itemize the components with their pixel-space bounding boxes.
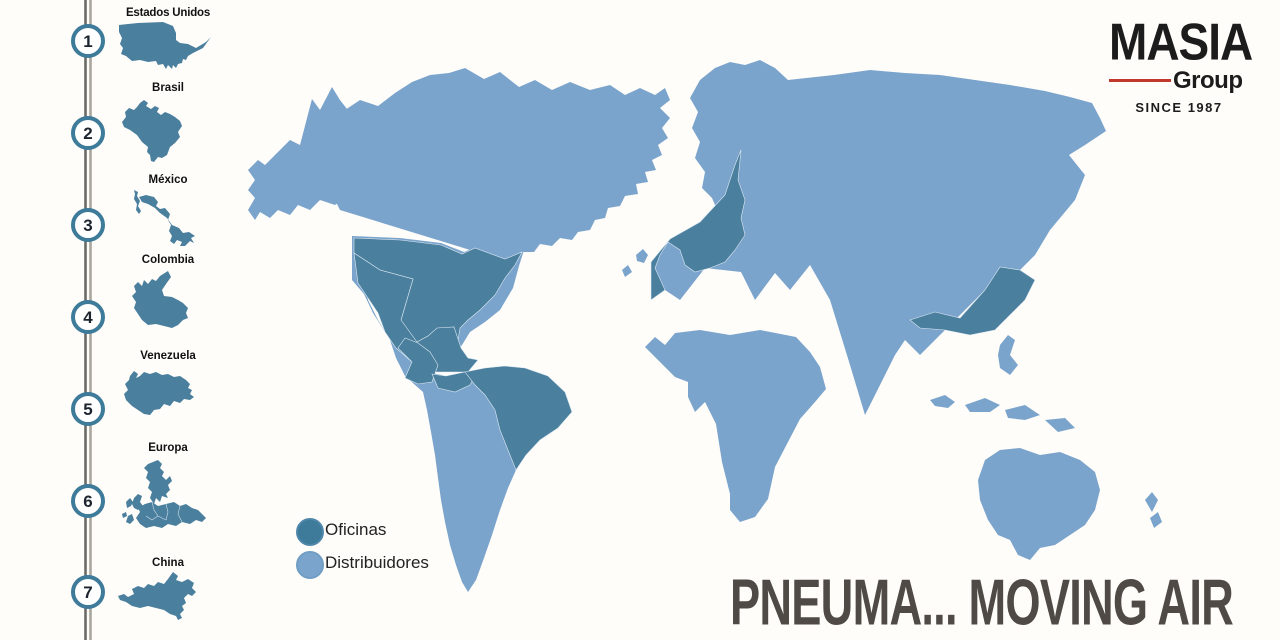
svg-text:6: 6 bbox=[83, 492, 92, 511]
svg-text:1: 1 bbox=[83, 32, 92, 51]
svg-text:4: 4 bbox=[83, 308, 93, 327]
svg-text:7: 7 bbox=[83, 583, 92, 602]
svg-text:5: 5 bbox=[83, 400, 92, 419]
svg-text:2: 2 bbox=[83, 124, 92, 143]
svg-text:3: 3 bbox=[83, 216, 92, 235]
